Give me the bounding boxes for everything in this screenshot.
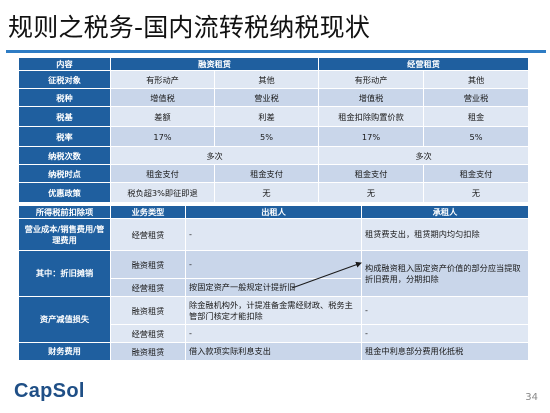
table-row: 营业成本/销售费用/管理费用 经营租赁 - 租赁费支出，租赁期内均匀扣除 — [18, 218, 529, 251]
header-cell: 承租人 — [361, 205, 529, 219]
table-cell: 多次 — [109, 146, 320, 165]
turnover-tax-table: 内容 融资租赁 经营租赁 征税对象 有形动产 其他 有形动产 其他 税种 增值税… — [18, 57, 530, 203]
table-cell: 营业税 — [213, 88, 320, 107]
table-cell: 其他 — [213, 70, 320, 89]
row-label: 其中：折旧摊销 — [18, 250, 111, 297]
lessor-cell: - — [185, 324, 362, 343]
row-label: 营业成本/销售费用/管理费用 — [18, 218, 111, 251]
table-cell: 17% — [110, 126, 215, 147]
table-cell: 无 — [213, 182, 320, 203]
income-tax-deduction-table: 所得税前扣除项 业务类型 出租人 承租人 营业成本/销售费用/管理费用 经营租赁… — [18, 205, 529, 361]
business-type-cell: 融资租赁 — [110, 296, 186, 325]
lessor-cell: 借入款项实际利息支出 — [185, 342, 362, 361]
table-cell: 无 — [423, 182, 530, 203]
row-label: 征税对象 — [18, 70, 111, 89]
lessor-cell: - — [185, 250, 362, 279]
table-row: 优惠政策 税负超3%即征即退 无 无 无 — [18, 182, 530, 203]
lessor-cell: 除金融机构外，计提准备金需经财政、税务主管部门核定才能扣除 — [185, 296, 362, 325]
header-cell: 经营租赁 — [318, 57, 530, 71]
lessor-cell: 按固定资产一般规定计提折旧 — [185, 278, 362, 297]
header-cell: 出租人 — [185, 205, 362, 219]
table-row: 资产减值损失 融资租赁 除金融机构外，计提准备金需经财政、税务主管部门核定才能扣… — [18, 296, 529, 343]
table-cell: 多次 — [318, 146, 530, 165]
header-cell: 内容 — [18, 57, 111, 71]
row-label: 优惠政策 — [18, 182, 111, 203]
table-header-row: 所得税前扣除项 业务类型 出租人 承租人 — [18, 205, 529, 219]
table-cell: 其他 — [423, 70, 530, 89]
page-number: 34 — [525, 392, 538, 403]
row-label: 税率 — [18, 126, 111, 147]
table-cell: 差额 — [110, 106, 215, 127]
header-cell: 所得税前扣除项 — [18, 205, 111, 219]
table-header-row: 内容 融资租赁 经营租赁 — [18, 57, 530, 71]
table-cell: 增值税 — [318, 88, 425, 107]
business-type-cell: 经营租赁 — [110, 278, 186, 297]
row-label: 纳税次数 — [18, 146, 111, 165]
lessee-cell: 租金中利息部分费用化抵税 — [361, 342, 529, 361]
row-label: 财务费用 — [18, 342, 111, 361]
table-cell: 有形动产 — [318, 70, 425, 89]
table-row: 财务费用 融资租赁 借入款项实际利息支出 租金中利息部分费用化抵税 — [18, 342, 529, 361]
table-row: 纳税时点 租金支付 租金支付 租金支付 租金支付 — [18, 164, 530, 183]
row-label: 资产减值损失 — [18, 296, 111, 343]
lessor-cell: - — [185, 218, 362, 251]
table-cell: 17% — [318, 126, 425, 147]
row-label: 纳税时点 — [18, 164, 111, 183]
header-cell: 业务类型 — [110, 205, 186, 219]
title-divider — [6, 50, 546, 53]
table-cell: 增值税 — [110, 88, 215, 107]
table-cell: 5% — [423, 126, 530, 147]
table-row: 税基 差额 利差 租金扣除购置价款 租金 — [18, 106, 530, 127]
lessee-cell: - — [361, 324, 529, 343]
table-cell: 税负超3%即征即退 — [110, 182, 215, 203]
table-cell: 租金支付 — [213, 164, 320, 183]
table-cell: 租金支付 — [423, 164, 530, 183]
table-cell: 利差 — [213, 106, 320, 127]
row-label: 税种 — [18, 88, 111, 107]
table-row: 征税对象 有形动产 其他 有形动产 其他 — [18, 70, 530, 89]
table-row: 其中：折旧摊销 融资租赁 - 构成融资租入固定资产价值的部分应当提取折旧费用，分… — [18, 250, 529, 297]
business-type-cell: 经营租赁 — [110, 324, 186, 343]
business-type-cell: 经营租赁 — [110, 218, 186, 251]
table-cell: 有形动产 — [110, 70, 215, 89]
lessee-cell: - — [361, 296, 529, 325]
business-type-cell: 融资租赁 — [110, 342, 186, 361]
table-cell: 无 — [318, 182, 425, 203]
table-row: 税种 增值税 营业税 增值税 营业税 — [18, 88, 530, 107]
capsol-logo: CapSol — [14, 380, 85, 402]
lessee-cell: 租赁费支出，租赁期内均匀扣除 — [361, 218, 529, 251]
table-cell: 租金 — [423, 106, 530, 127]
table-cell: 租金支付 — [110, 164, 215, 183]
table-row: 税率 17% 5% 17% 5% — [18, 126, 530, 147]
table-cell: 租金扣除购置价款 — [318, 106, 425, 127]
lessee-cell: 构成融资租入固定资产价值的部分应当提取折旧费用，分期扣除 — [361, 250, 529, 297]
header-cell: 融资租赁 — [109, 57, 320, 71]
page-title: 规则之税务-国内流转税纳税现状 — [8, 13, 371, 42]
table-cell: 营业税 — [423, 88, 530, 107]
table-cell: 租金支付 — [318, 164, 425, 183]
row-label: 税基 — [18, 106, 111, 127]
business-type-cell: 融资租赁 — [110, 250, 186, 279]
table-cell: 5% — [213, 126, 320, 147]
table-row: 纳税次数 多次 多次 — [18, 146, 530, 165]
